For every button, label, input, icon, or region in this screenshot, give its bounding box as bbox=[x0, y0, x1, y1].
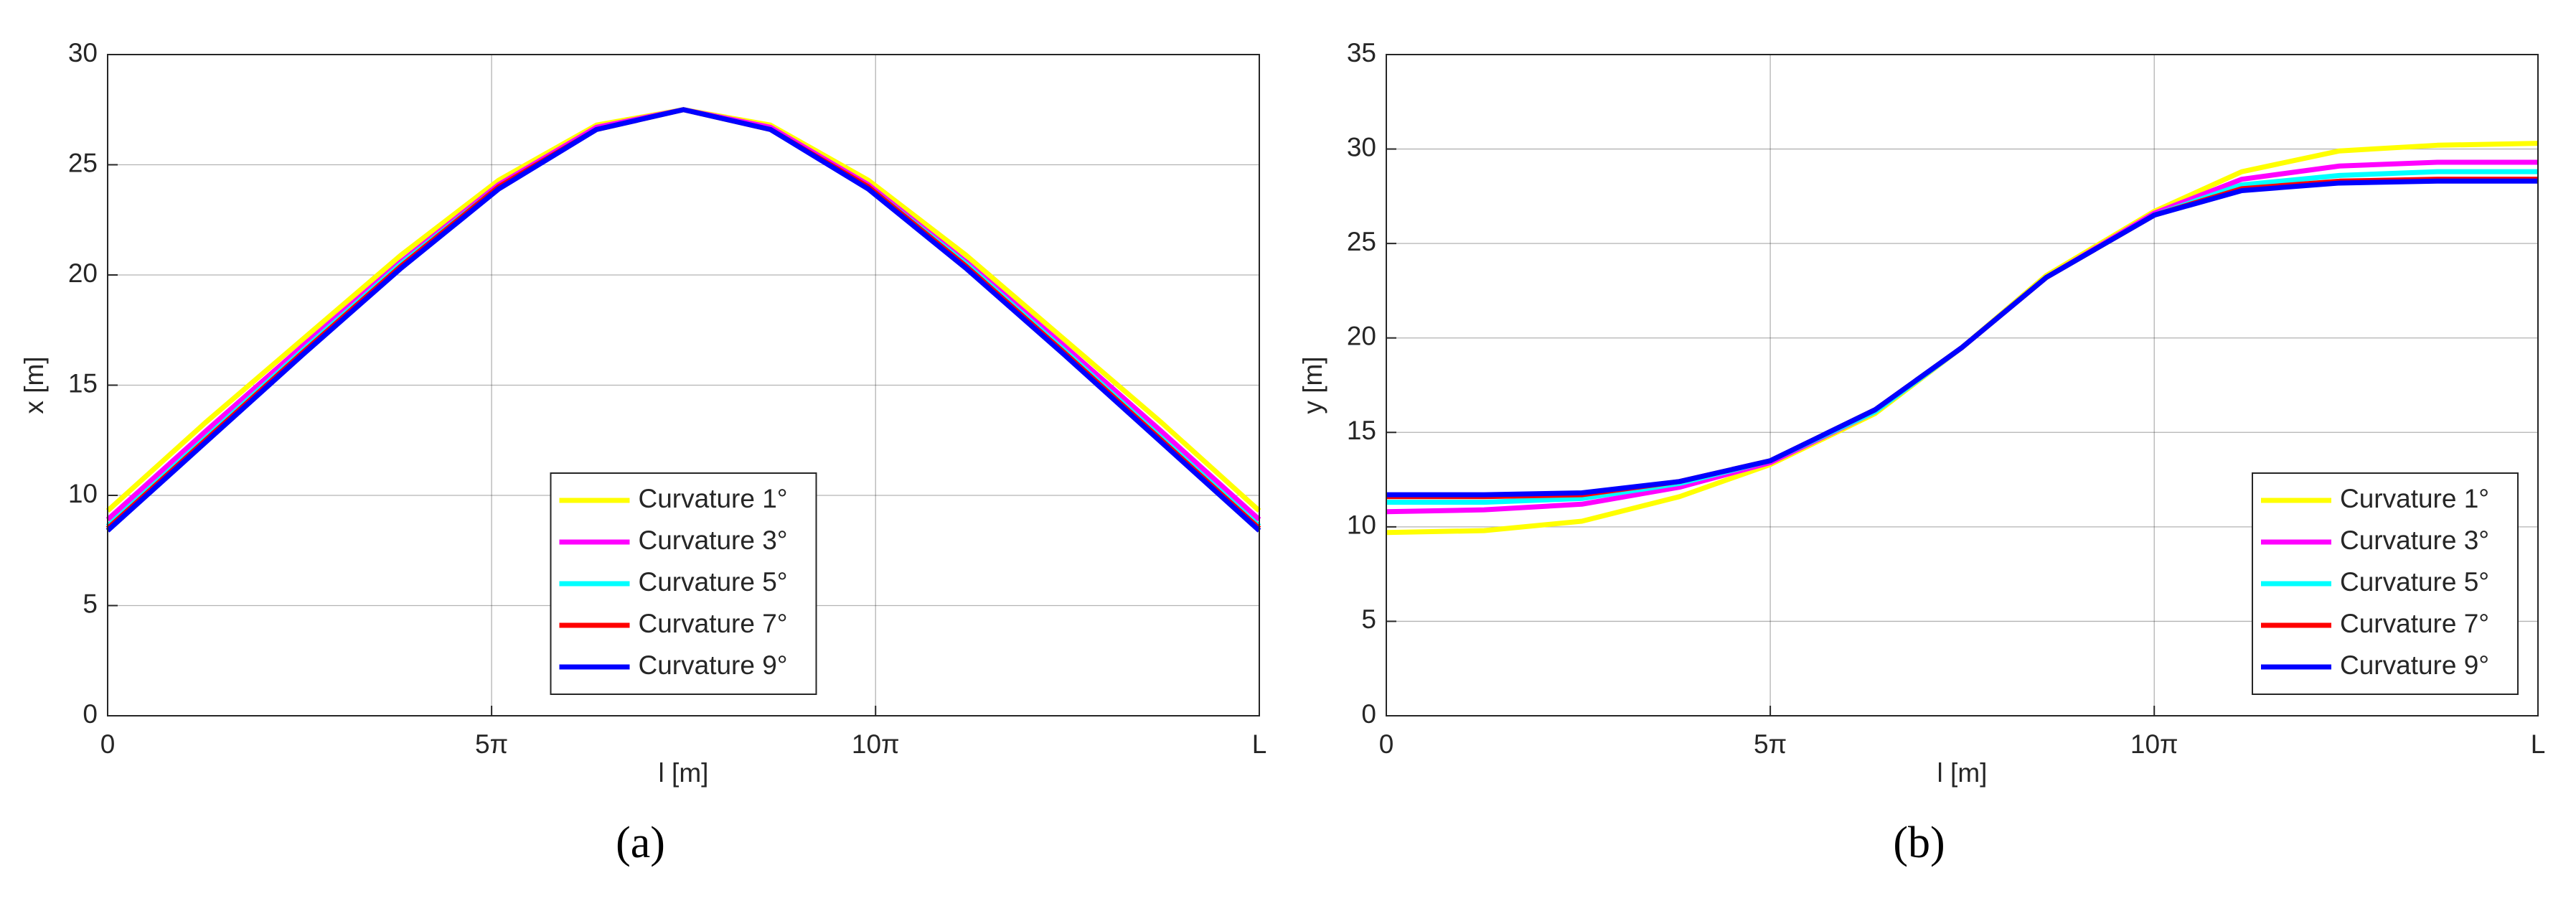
legend: Curvature 1° Curvature 3° Curvature 5° Curv… bbox=[550, 472, 817, 695]
y-tick-label: 35 bbox=[1347, 38, 1376, 67]
y-tick-label: 10 bbox=[1347, 510, 1376, 540]
chart: 0 5 10 15 20 25 30 35 0 5π 10π Ll [m] y [m] Curvature… bbox=[1298, 38, 2546, 867]
y-tick-label: 20 bbox=[68, 258, 98, 288]
x-tick-label: 0 bbox=[100, 729, 116, 759]
chart: 0 5 10 15 20 25 30 0 5π 10π Ll [m] x [m] Curvature 1… bbox=[19, 38, 1267, 867]
plot-frame bbox=[1386, 54, 2539, 716]
y-tick-label: 0 bbox=[83, 699, 98, 729]
x-tick-label: 5π bbox=[475, 729, 508, 759]
legend-label: Curvature 1° bbox=[2340, 484, 2489, 513]
series-line bbox=[105, 107, 1261, 533]
legend-label: Curvature 5° bbox=[639, 567, 788, 597]
x-tick-label: 10π bbox=[2130, 729, 2178, 759]
x-tick-label: 5π bbox=[1754, 729, 1787, 759]
y-tick-label: 5 bbox=[1361, 604, 1376, 634]
panel-caption: (b) bbox=[1893, 818, 1945, 867]
x-tick-label: 10π bbox=[852, 729, 900, 759]
panel-caption: (a) bbox=[616, 818, 665, 867]
y-tick-label: 30 bbox=[1347, 132, 1376, 162]
y-tick-label: 15 bbox=[1347, 416, 1376, 445]
legend-label: Curvature 7° bbox=[639, 609, 788, 638]
plot-frame bbox=[107, 54, 1260, 716]
legend-label: Curvature 1° bbox=[639, 484, 788, 513]
legend: Curvature 1° Curvature 3° Curvature 5° Curv… bbox=[2252, 472, 2519, 695]
legend-label: Curvature 3° bbox=[639, 526, 788, 555]
y-tick-label: 0 bbox=[1361, 699, 1376, 729]
legend-label: Curvature 7° bbox=[2340, 609, 2489, 638]
y-tick-label: 10 bbox=[68, 479, 98, 508]
y-tick-label: 20 bbox=[1347, 321, 1376, 350]
legend-label: Curvature 9° bbox=[639, 650, 788, 680]
legend-label: Curvature 3° bbox=[2340, 526, 2489, 555]
y-tick-label: 25 bbox=[1347, 227, 1376, 256]
x-axis-label: l [m] bbox=[659, 758, 709, 788]
series-line bbox=[1386, 178, 2538, 498]
x-axis-label: l [m] bbox=[1937, 758, 1988, 788]
y-tick-label: 25 bbox=[68, 148, 98, 177]
y-tick-label: 30 bbox=[68, 38, 98, 67]
x-tick-label: 0 bbox=[1379, 729, 1394, 759]
x-tick-label: L bbox=[1252, 729, 1267, 759]
y-axis-label: y [m] bbox=[1298, 356, 1327, 414]
legend-label: Curvature 9° bbox=[2340, 650, 2489, 680]
y-tick-label: 5 bbox=[83, 589, 98, 618]
y-tick-label: 15 bbox=[68, 368, 98, 398]
y-axis-label: x [m] bbox=[19, 356, 49, 414]
x-tick-label: L bbox=[2531, 729, 2546, 759]
legend-label: Curvature 5° bbox=[2340, 567, 2489, 597]
